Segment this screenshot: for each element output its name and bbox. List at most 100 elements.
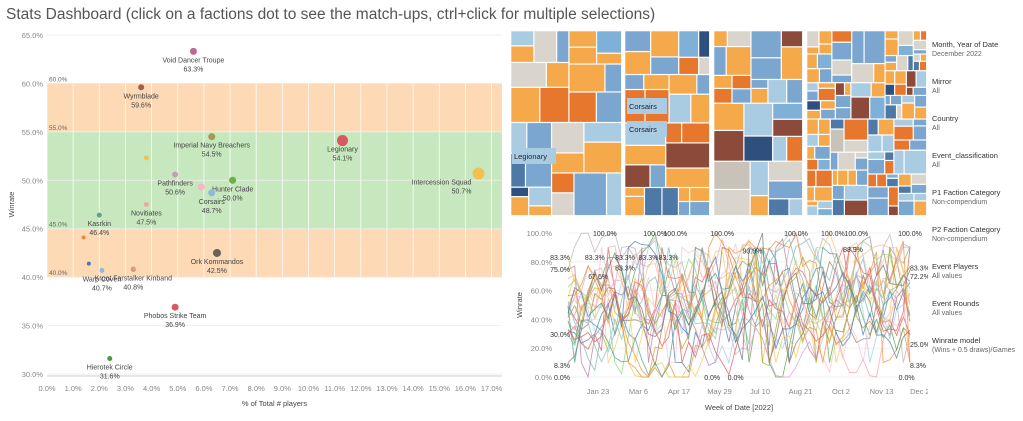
treemap-cell[interactable] bbox=[893, 126, 914, 140]
treemap-cell[interactable] bbox=[901, 95, 915, 104]
faction-winrate-line[interactable] bbox=[567, 232, 911, 357]
faction-dot[interactable] bbox=[86, 261, 91, 266]
treemap-cell[interactable] bbox=[665, 168, 710, 188]
treemap-cell[interactable] bbox=[847, 170, 857, 186]
treemap-cell[interactable] bbox=[781, 46, 803, 80]
treemap-cell[interactable] bbox=[713, 88, 732, 104]
treemap-cell[interactable] bbox=[731, 75, 751, 89]
treemap-cell[interactable] bbox=[650, 56, 679, 75]
faction-dot[interactable] bbox=[143, 202, 149, 207]
treemap-cell[interactable] bbox=[885, 30, 899, 40]
treemap-cell[interactable] bbox=[867, 174, 877, 187]
treemap-cell[interactable] bbox=[837, 152, 856, 171]
treemap-cell[interactable] bbox=[806, 100, 821, 111]
treemap-cell[interactable] bbox=[885, 70, 895, 85]
treemap-cell[interactable] bbox=[689, 201, 710, 216]
treemap-cell[interactable] bbox=[885, 95, 891, 105]
treemap-label-cell[interactable] bbox=[627, 98, 667, 114]
treemap-label-cell[interactable] bbox=[627, 121, 667, 137]
faction-winrate-line[interactable] bbox=[567, 246, 911, 376]
faction-dot[interactable] bbox=[208, 189, 216, 197]
treemap-cell[interactable] bbox=[713, 75, 732, 89]
treemap-cell[interactable] bbox=[665, 122, 682, 143]
filter-item[interactable]: Event Players All values bbox=[932, 262, 1023, 282]
treemap-cell[interactable] bbox=[844, 140, 868, 153]
treemap-cell[interactable] bbox=[750, 88, 768, 104]
treemap-label-cell[interactable] bbox=[512, 148, 556, 164]
treemap-cell[interactable] bbox=[661, 187, 679, 216]
treemap-cell[interactable] bbox=[678, 30, 699, 58]
faction-winrate-line[interactable] bbox=[567, 240, 911, 375]
treemap-cell[interactable] bbox=[731, 88, 751, 104]
faction-dot[interactable] bbox=[99, 267, 105, 273]
treemap-cell[interactable] bbox=[806, 68, 820, 83]
treemap-cell[interactable] bbox=[743, 103, 773, 137]
treemap-cell[interactable] bbox=[713, 161, 751, 190]
faction-dot[interactable] bbox=[208, 133, 216, 141]
filter-item[interactable]: P2 Faction Category Non-compendium bbox=[932, 225, 1023, 245]
treemap-cell[interactable] bbox=[830, 119, 845, 130]
treemap-cell[interactable] bbox=[835, 95, 851, 108]
filter-value[interactable]: All bbox=[932, 162, 940, 169]
treemap-cell[interactable] bbox=[898, 174, 912, 186]
treemap-cell[interactable] bbox=[906, 70, 917, 88]
treemap-cell[interactable] bbox=[772, 103, 803, 120]
treemap-cell[interactable] bbox=[604, 64, 622, 92]
treemap-cell[interactable] bbox=[678, 57, 699, 75]
treemap-cell[interactable] bbox=[913, 119, 927, 126]
treemap-cell[interactable] bbox=[885, 104, 897, 120]
treemap-cell[interactable] bbox=[867, 151, 885, 160]
faction-winrate-line[interactable] bbox=[567, 232, 911, 378]
faction-dot[interactable] bbox=[472, 167, 485, 180]
treemap-cell[interactable] bbox=[556, 30, 569, 63]
treemap-cell[interactable] bbox=[689, 187, 710, 202]
treemap-cell[interactable] bbox=[832, 199, 845, 216]
treemap-cell[interactable] bbox=[624, 145, 666, 165]
treemap-cell[interactable] bbox=[669, 74, 697, 95]
treemap-cell[interactable] bbox=[551, 192, 574, 216]
treemap-cell[interactable] bbox=[650, 30, 679, 57]
treemap-cell[interactable] bbox=[533, 30, 557, 63]
treemap-cell[interactable] bbox=[644, 187, 662, 216]
treemap-cell[interactable] bbox=[510, 187, 529, 197]
faction-winrate-line[interactable] bbox=[567, 240, 911, 360]
treemap-cell[interactable] bbox=[806, 110, 821, 120]
filter-value[interactable]: All bbox=[932, 125, 940, 132]
treemap-cell[interactable] bbox=[815, 170, 833, 187]
treemap-cell[interactable] bbox=[831, 75, 852, 83]
treemap-cell[interactable] bbox=[727, 30, 751, 47]
treemap-cell[interactable] bbox=[867, 119, 879, 135]
weekly-winrate-line-chart[interactable]: 0.0% 20.0% 40.0% 60.0% 80.0% 100.0% Jan 23 Mar … bbox=[510, 224, 934, 421]
treemap-cell[interactable] bbox=[909, 139, 927, 151]
treemap-cell[interactable] bbox=[786, 79, 803, 104]
treemap-cell[interactable] bbox=[583, 122, 622, 143]
treemap-cell[interactable] bbox=[844, 185, 868, 201]
treemap-cell[interactable] bbox=[624, 196, 645, 216]
treemap-cell[interactable] bbox=[772, 119, 803, 137]
treemap-cell[interactable] bbox=[750, 161, 769, 196]
filter-value[interactable]: Non-compendium bbox=[932, 236, 988, 243]
treemap-cell[interactable] bbox=[713, 46, 727, 76]
faction-winrate-line[interactable] bbox=[567, 233, 911, 378]
treemap-cell[interactable] bbox=[806, 201, 818, 206]
treemap-cell[interactable] bbox=[750, 79, 768, 89]
treemap-cell[interactable] bbox=[914, 107, 927, 120]
treemap-cell[interactable] bbox=[596, 53, 622, 65]
scatter-svg[interactable]: 60.0% 55.0% 45.0% 40.0% 0.0% 1.0% 2.0% 3.0% 4.0%… bbox=[0, 28, 507, 421]
treemap-cell[interactable] bbox=[568, 47, 597, 65]
filter-value[interactable]: All bbox=[932, 88, 940, 95]
treemap-cell[interactable] bbox=[913, 49, 927, 55]
faction-dot[interactable] bbox=[96, 212, 102, 218]
treemap-cell[interactable] bbox=[830, 129, 845, 153]
treemap-cell[interactable] bbox=[678, 187, 690, 202]
treemap-cell[interactable] bbox=[768, 161, 803, 181]
faction-winrate-line[interactable] bbox=[567, 238, 911, 363]
treemap-cell[interactable] bbox=[894, 84, 907, 96]
treemap-cell[interactable] bbox=[885, 62, 897, 71]
treemap-cell[interactable] bbox=[906, 87, 914, 96]
filter-item[interactable]: Event_classification All bbox=[932, 151, 1023, 171]
line-svg[interactable]: 0.0% 20.0% 40.0% 60.0% 80.0% 100.0% Jan 23 Mar … bbox=[510, 224, 934, 421]
matchup-treemap[interactable]: Corsairs Corsairs Legionary bbox=[510, 30, 928, 217]
filter-value[interactable]: December 2022 bbox=[932, 51, 982, 58]
treemap-cell[interactable] bbox=[914, 200, 927, 216]
